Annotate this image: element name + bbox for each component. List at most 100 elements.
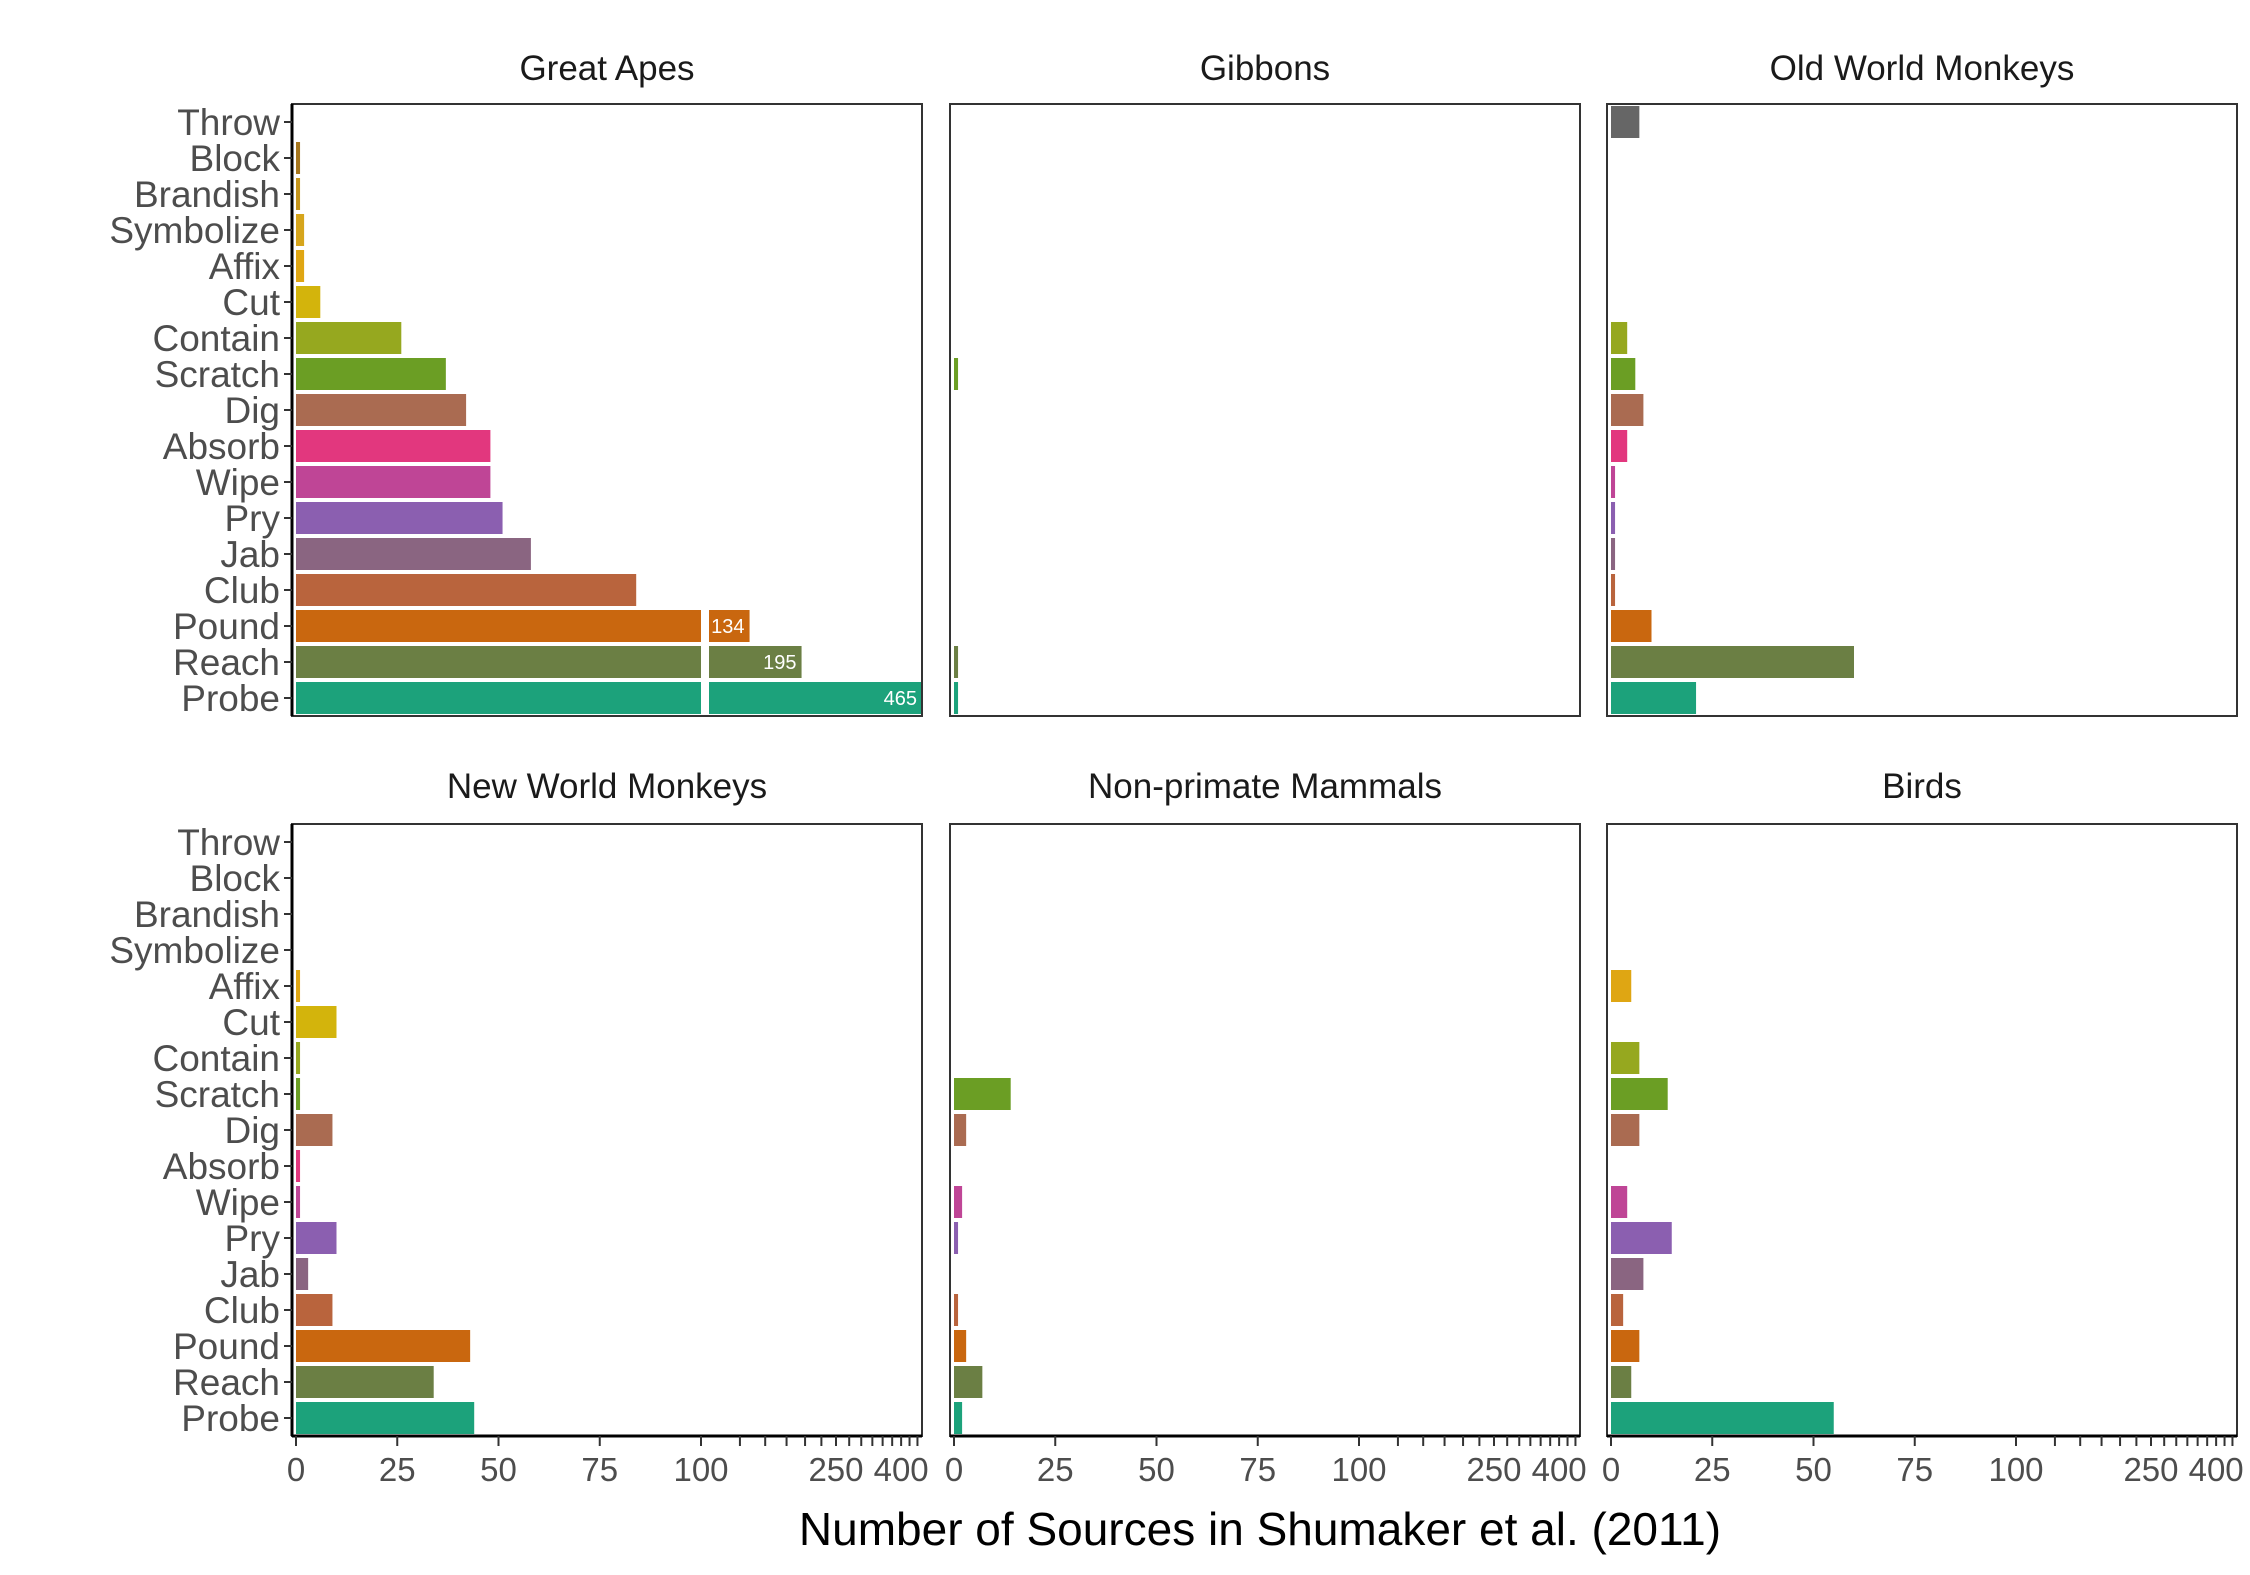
y-tick-label-affix: Affix xyxy=(209,246,281,287)
bar-symbolize xyxy=(296,214,305,246)
x-tick-label: 25 xyxy=(1694,1451,1731,1488)
bar-brandish xyxy=(296,178,301,210)
facet-gibbons: Gibbons xyxy=(949,49,1581,717)
bar-wipe xyxy=(296,1186,301,1218)
facet-title: New World Monkeys xyxy=(447,767,767,806)
bar-wipe xyxy=(954,1186,963,1218)
y-tick-label-dig: Dig xyxy=(224,1110,280,1151)
y-tick-label-jab: Jab xyxy=(220,1254,280,1295)
y-tick-label-probe: Probe xyxy=(181,1398,280,1439)
bar-reach xyxy=(954,1366,983,1398)
y-tick-label-reach: Reach xyxy=(173,642,280,683)
bar-wipe xyxy=(1611,1186,1628,1218)
x-tick-label: 400 xyxy=(2189,1451,2244,1488)
bar-contain xyxy=(296,322,402,354)
panel-border xyxy=(1606,103,2238,717)
data-label-pound: 134 xyxy=(711,616,744,638)
facet-great-apes: Great Apes 134 195 465 ThrowBlockBrandishSym… xyxy=(109,49,923,719)
y-tick-label-brandish: Brandish xyxy=(134,174,280,215)
x-tick-label: 100 xyxy=(1331,1451,1386,1488)
x-tick-label: 75 xyxy=(581,1451,618,1488)
x-tick-label: 50 xyxy=(1795,1451,1832,1488)
bar-wipe xyxy=(296,466,491,498)
y-tick-label-contain: Contain xyxy=(152,318,280,359)
y-tick-label-throw: Throw xyxy=(177,102,280,143)
panel-border xyxy=(1606,823,2238,1437)
y-tick-label-block: Block xyxy=(190,138,281,179)
bar-reach xyxy=(954,646,959,678)
bar-dig xyxy=(296,394,467,426)
bar-probe xyxy=(1611,1402,1834,1434)
facet-birds: Birds 0 25 50 75 100 250 400 xyxy=(1602,767,2244,1488)
bar-probe xyxy=(296,682,701,714)
y-tick-label-club: Club xyxy=(204,1290,280,1331)
y-tick-label-symbolize: Symbolize xyxy=(109,210,280,251)
facet-new-world-monkeys: New World Monkeys ThrowBlockBrandishSymbo… xyxy=(109,767,928,1488)
bar-club xyxy=(1611,1294,1624,1326)
bar-club xyxy=(1611,574,1616,606)
bar-pry xyxy=(296,1222,337,1254)
bar-pound-tail xyxy=(709,610,750,642)
bar-jab xyxy=(296,538,531,570)
x-tick-label: 400 xyxy=(1532,1451,1587,1488)
bar-affix xyxy=(296,250,305,282)
x-tick-label: 75 xyxy=(1896,1451,1933,1488)
facet-title: Birds xyxy=(1882,767,1962,806)
y-tick-label-throw: Throw xyxy=(177,822,280,863)
y-tick-label-contain: Contain xyxy=(152,1038,280,1079)
bar-club xyxy=(296,1294,333,1326)
y-tick-label-jab: Jab xyxy=(220,534,280,575)
data-label-reach: 195 xyxy=(763,652,796,674)
bar-pound xyxy=(296,1330,471,1362)
y-tick-label-block: Block xyxy=(190,858,281,899)
bar-pry xyxy=(296,502,503,534)
y-tick-label-reach: Reach xyxy=(173,1362,280,1403)
y-tick-label-pound: Pound xyxy=(173,1326,280,1367)
bar-pry xyxy=(1611,1222,1672,1254)
x-axis-title: Number of Sources in Shumaker et al. (20… xyxy=(799,1503,1721,1555)
bar-scratch xyxy=(1611,358,1636,390)
bar-scratch xyxy=(954,1078,1011,1110)
bar-probe xyxy=(296,1402,475,1434)
bar-jab xyxy=(1611,538,1616,570)
bar-pry xyxy=(1611,502,1616,534)
x-tick-label: 100 xyxy=(1988,1451,2043,1488)
bar-pound xyxy=(1611,610,1652,642)
y-tick-label-pound: Pound xyxy=(173,606,280,647)
bar-absorb xyxy=(296,430,491,462)
bar-probe xyxy=(954,1402,963,1434)
bar-reach-tail xyxy=(709,646,802,678)
bar-absorb xyxy=(1611,430,1628,462)
y-tick-label-brandish: Brandish xyxy=(134,894,280,935)
bar-pound xyxy=(954,1330,967,1362)
y-tick-label-affix: Affix xyxy=(209,966,281,1007)
bar-reach xyxy=(1611,1366,1632,1398)
y-tick-label-pry: Pry xyxy=(225,498,281,539)
bar-club xyxy=(296,574,637,606)
bar-jab xyxy=(1611,1258,1644,1290)
facets-layer: Great Apes134195465ThrowBlockBrandishSym… xyxy=(109,49,2243,1488)
y-tick-label-cut: Cut xyxy=(222,282,280,323)
bar-throw xyxy=(1611,106,1640,138)
bar-contain xyxy=(296,1042,301,1074)
bar-wipe xyxy=(1611,466,1616,498)
x-tick-label: 250 xyxy=(808,1451,863,1488)
x-tick-label: 50 xyxy=(480,1451,517,1488)
bar-affix xyxy=(296,970,301,1002)
panel-border xyxy=(949,103,1581,717)
bar-scratch xyxy=(954,358,959,390)
facet-title: Great Apes xyxy=(519,49,694,88)
x-tick-label: 250 xyxy=(2123,1451,2178,1488)
bar-jab xyxy=(296,1258,309,1290)
x-tick-label: 100 xyxy=(673,1451,728,1488)
facet-non-primate-mammals: Non-primate Mammals 0 25 50 75 100 250 400 xyxy=(945,767,1587,1488)
bar-pound xyxy=(1611,1330,1640,1362)
bar-pound xyxy=(296,610,701,642)
bar-dig xyxy=(1611,1114,1640,1146)
x-tick-label: 400 xyxy=(874,1451,929,1488)
y-tick-label-probe: Probe xyxy=(181,678,280,719)
panel-border xyxy=(949,823,1581,1437)
bar-absorb xyxy=(296,1150,301,1182)
x-tick-label: 0 xyxy=(945,1451,963,1488)
facet-title: Old World Monkeys xyxy=(1770,49,2075,88)
